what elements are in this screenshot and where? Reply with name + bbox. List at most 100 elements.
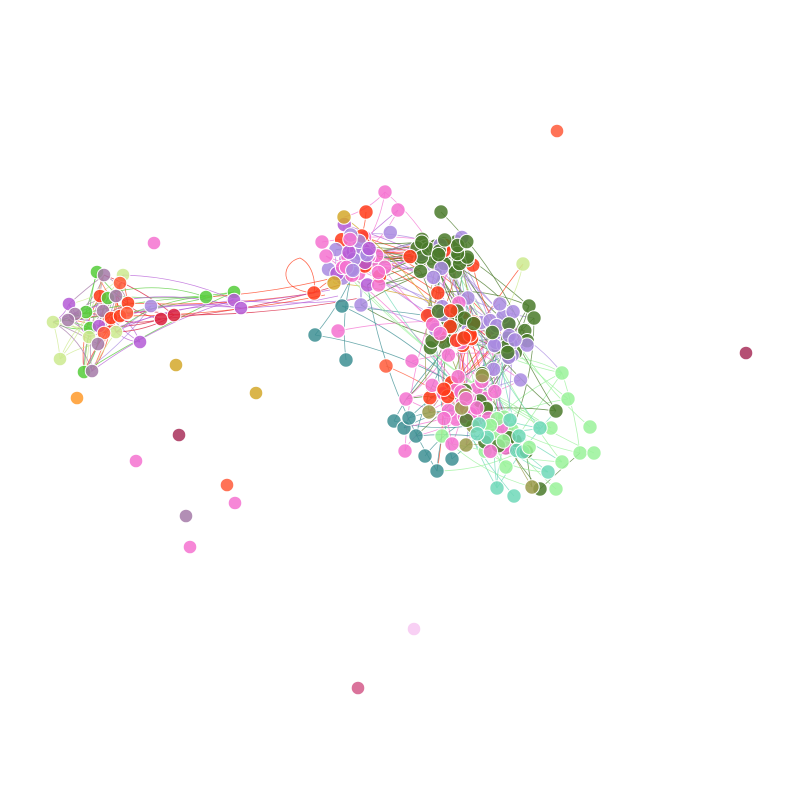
left-cluster-node[interactable] xyxy=(52,351,68,367)
main-cluster-node[interactable] xyxy=(318,248,334,264)
main-cluster-node[interactable] xyxy=(342,231,358,248)
left-cluster-node[interactable] xyxy=(143,298,159,314)
main-cluster-node[interactable] xyxy=(378,358,394,374)
isolated-pink-low-2[interactable] xyxy=(227,495,243,511)
main-cluster-node[interactable] xyxy=(582,419,598,435)
main-cluster-node[interactable] xyxy=(341,244,357,260)
main-cluster-node[interactable] xyxy=(421,404,437,420)
isolated-orange[interactable] xyxy=(69,390,85,406)
main-cluster-node[interactable] xyxy=(548,481,564,497)
isolated-coral-low[interactable] xyxy=(219,477,235,493)
main-cluster-node[interactable] xyxy=(458,437,474,453)
main-cluster-node[interactable] xyxy=(429,463,445,479)
main-cluster-node[interactable] xyxy=(382,224,398,241)
main-cluster-node[interactable] xyxy=(586,445,602,461)
left-cluster-node[interactable] xyxy=(112,275,128,291)
main-cluster-node[interactable] xyxy=(500,344,516,361)
main-cluster-node[interactable] xyxy=(482,443,499,460)
main-cluster-node[interactable] xyxy=(524,479,540,495)
main-cluster-node[interactable] xyxy=(450,369,466,385)
isolated-pink-low[interactable] xyxy=(128,453,144,469)
main-cluster-node[interactable] xyxy=(432,325,448,342)
isolated-maroon-right[interactable] xyxy=(738,345,754,361)
left-cluster-node[interactable] xyxy=(108,324,124,340)
left-cluster-node[interactable] xyxy=(45,314,61,330)
isolated-rose-bottom[interactable] xyxy=(350,680,366,696)
left-cluster-node[interactable] xyxy=(233,300,249,316)
main-cluster-node[interactable] xyxy=(540,464,556,480)
main-cluster-node[interactable] xyxy=(397,443,413,459)
main-cluster-node[interactable] xyxy=(434,428,450,444)
main-cluster-node[interactable] xyxy=(521,439,537,455)
main-cluster-node[interactable] xyxy=(444,451,460,467)
main-cluster-node[interactable] xyxy=(430,246,447,263)
main-cluster-node[interactable] xyxy=(402,248,418,265)
main-cluster-node[interactable] xyxy=(495,433,512,449)
left-cluster-node[interactable] xyxy=(90,336,106,352)
main-cluster-node[interactable] xyxy=(314,234,330,250)
main-cluster-node[interactable] xyxy=(572,445,588,461)
main-cluster-node[interactable] xyxy=(458,391,474,407)
isolated-mauve[interactable] xyxy=(178,508,194,524)
left-cluster-node[interactable] xyxy=(60,312,76,328)
main-cluster-node[interactable] xyxy=(554,454,570,470)
main-cluster-node[interactable] xyxy=(492,296,508,312)
main-cluster-node[interactable] xyxy=(466,315,482,332)
main-cluster-node[interactable] xyxy=(489,480,505,496)
main-cluster-node[interactable] xyxy=(326,275,342,291)
main-cluster-node[interactable] xyxy=(401,410,417,426)
main-cluster-node[interactable] xyxy=(425,269,442,286)
main-cluster-node[interactable] xyxy=(398,391,414,407)
main-cluster-node[interactable] xyxy=(361,240,377,257)
main-cluster-node[interactable] xyxy=(512,372,529,388)
left-cluster-node[interactable] xyxy=(96,325,112,341)
main-cluster-node[interactable] xyxy=(353,297,369,313)
left-cluster-node[interactable] xyxy=(198,289,214,305)
main-cluster-node[interactable] xyxy=(345,262,361,279)
main-cluster-node[interactable] xyxy=(390,202,406,218)
left-cluster-node[interactable] xyxy=(153,311,169,327)
main-cluster-node[interactable] xyxy=(560,391,576,407)
isolated-maroon-left[interactable] xyxy=(171,427,187,443)
main-cluster-node[interactable] xyxy=(532,420,548,436)
main-cluster-node[interactable] xyxy=(404,353,420,369)
main-cluster-node[interactable] xyxy=(487,383,503,400)
main-cluster-node[interactable] xyxy=(484,324,500,341)
isolated-gold-2[interactable] xyxy=(248,385,264,401)
main-cluster-node[interactable] xyxy=(430,285,446,301)
main-cluster-node[interactable] xyxy=(334,298,350,314)
isolated-pink-left[interactable] xyxy=(146,235,162,251)
main-cluster-node[interactable] xyxy=(469,426,485,442)
main-cluster-node[interactable] xyxy=(526,310,542,326)
main-cluster-node[interactable] xyxy=(306,285,322,301)
main-cluster-node[interactable] xyxy=(377,184,393,200)
main-cluster-node[interactable] xyxy=(437,232,453,248)
main-cluster-node[interactable] xyxy=(433,204,449,220)
left-cluster-node[interactable] xyxy=(119,305,135,321)
main-cluster-node[interactable] xyxy=(469,400,485,416)
main-cluster-node[interactable] xyxy=(422,390,438,406)
main-cluster-node[interactable] xyxy=(414,234,430,250)
isolated-gold-1[interactable] xyxy=(168,357,184,373)
main-cluster-node[interactable] xyxy=(474,368,490,384)
main-cluster-node[interactable] xyxy=(436,381,452,397)
main-cluster-node[interactable] xyxy=(412,263,429,280)
isolated-coral-top[interactable] xyxy=(549,123,565,139)
main-cluster-node[interactable] xyxy=(358,204,374,220)
main-cluster-node[interactable] xyxy=(506,488,522,504)
main-cluster-node[interactable] xyxy=(330,323,346,339)
main-cluster-node[interactable] xyxy=(554,365,570,381)
left-cluster-node[interactable] xyxy=(84,363,100,379)
left-cluster-node[interactable] xyxy=(108,288,124,304)
left-cluster-node[interactable] xyxy=(166,307,182,323)
main-cluster-node[interactable] xyxy=(456,330,472,346)
left-cluster-node[interactable] xyxy=(96,267,112,283)
main-cluster-node[interactable] xyxy=(511,428,527,444)
main-cluster-node[interactable] xyxy=(507,332,523,348)
main-cluster-node[interactable] xyxy=(515,256,531,272)
main-cluster-node[interactable] xyxy=(417,448,433,464)
main-cluster-node[interactable] xyxy=(336,209,352,225)
main-cluster-node[interactable] xyxy=(440,347,457,363)
main-cluster-node[interactable] xyxy=(459,233,475,250)
left-cluster-node[interactable] xyxy=(132,334,148,350)
